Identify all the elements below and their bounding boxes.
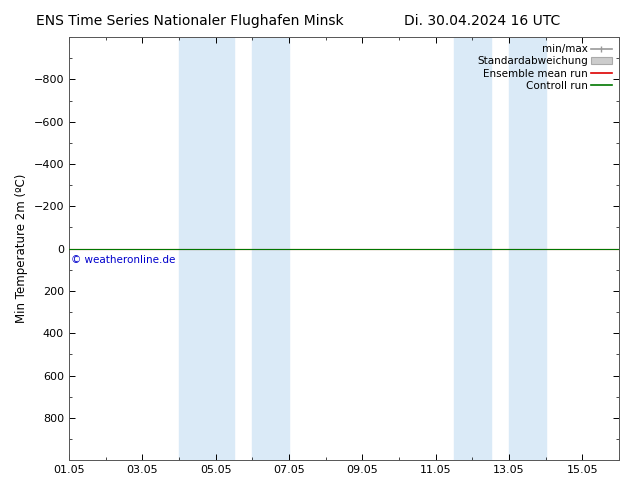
Bar	[252, 37, 289, 460]
Text: Di. 30.04.2024 16 UTC: Di. 30.04.2024 16 UTC	[404, 14, 560, 28]
Text: © weatheronline.de: © weatheronline.de	[71, 255, 175, 265]
Bar	[179, 37, 234, 460]
Bar	[509, 37, 546, 460]
Legend: min/max, Standardabweichung, Ensemble mean run, Controll run: min/max, Standardabweichung, Ensemble me…	[475, 42, 614, 93]
Bar	[454, 37, 491, 460]
Text: ENS Time Series Nationaler Flughafen Minsk: ENS Time Series Nationaler Flughafen Min…	[36, 14, 344, 28]
Y-axis label: Min Temperature 2m (ºC): Min Temperature 2m (ºC)	[15, 174, 28, 323]
